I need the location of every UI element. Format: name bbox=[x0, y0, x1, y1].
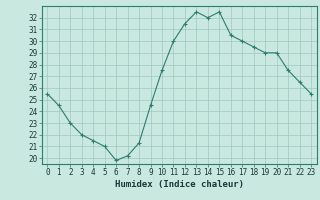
X-axis label: Humidex (Indice chaleur): Humidex (Indice chaleur) bbox=[115, 180, 244, 189]
